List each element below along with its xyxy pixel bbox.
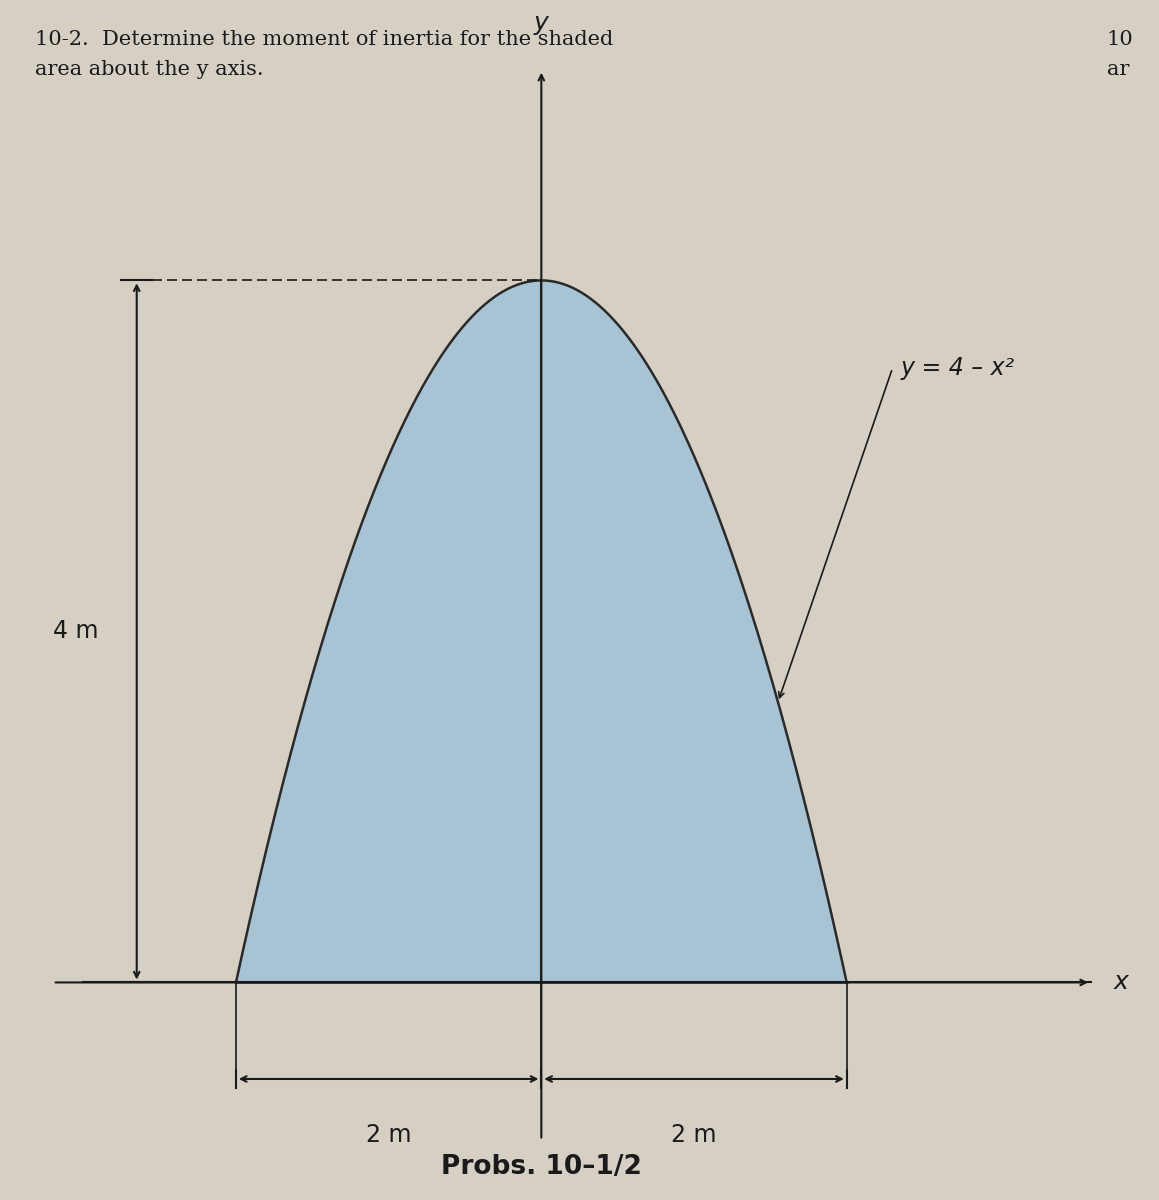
Text: ar: ar: [1107, 60, 1129, 79]
Text: 4 m: 4 m: [53, 619, 99, 643]
Text: y = 4 – x²: y = 4 – x²: [901, 356, 1014, 380]
Text: Probs. 10–1/2: Probs. 10–1/2: [440, 1154, 642, 1181]
Text: 10-2.  Determine the moment of inertia for the shaded: 10-2. Determine the moment of inertia fo…: [35, 30, 613, 49]
Text: x: x: [1114, 971, 1129, 995]
Text: 10: 10: [1107, 30, 1134, 49]
Polygon shape: [236, 281, 847, 983]
Text: 2 m: 2 m: [366, 1123, 411, 1147]
Text: area about the y axis.: area about the y axis.: [35, 60, 263, 79]
Text: 2 m: 2 m: [671, 1123, 716, 1147]
Text: y: y: [534, 11, 548, 35]
